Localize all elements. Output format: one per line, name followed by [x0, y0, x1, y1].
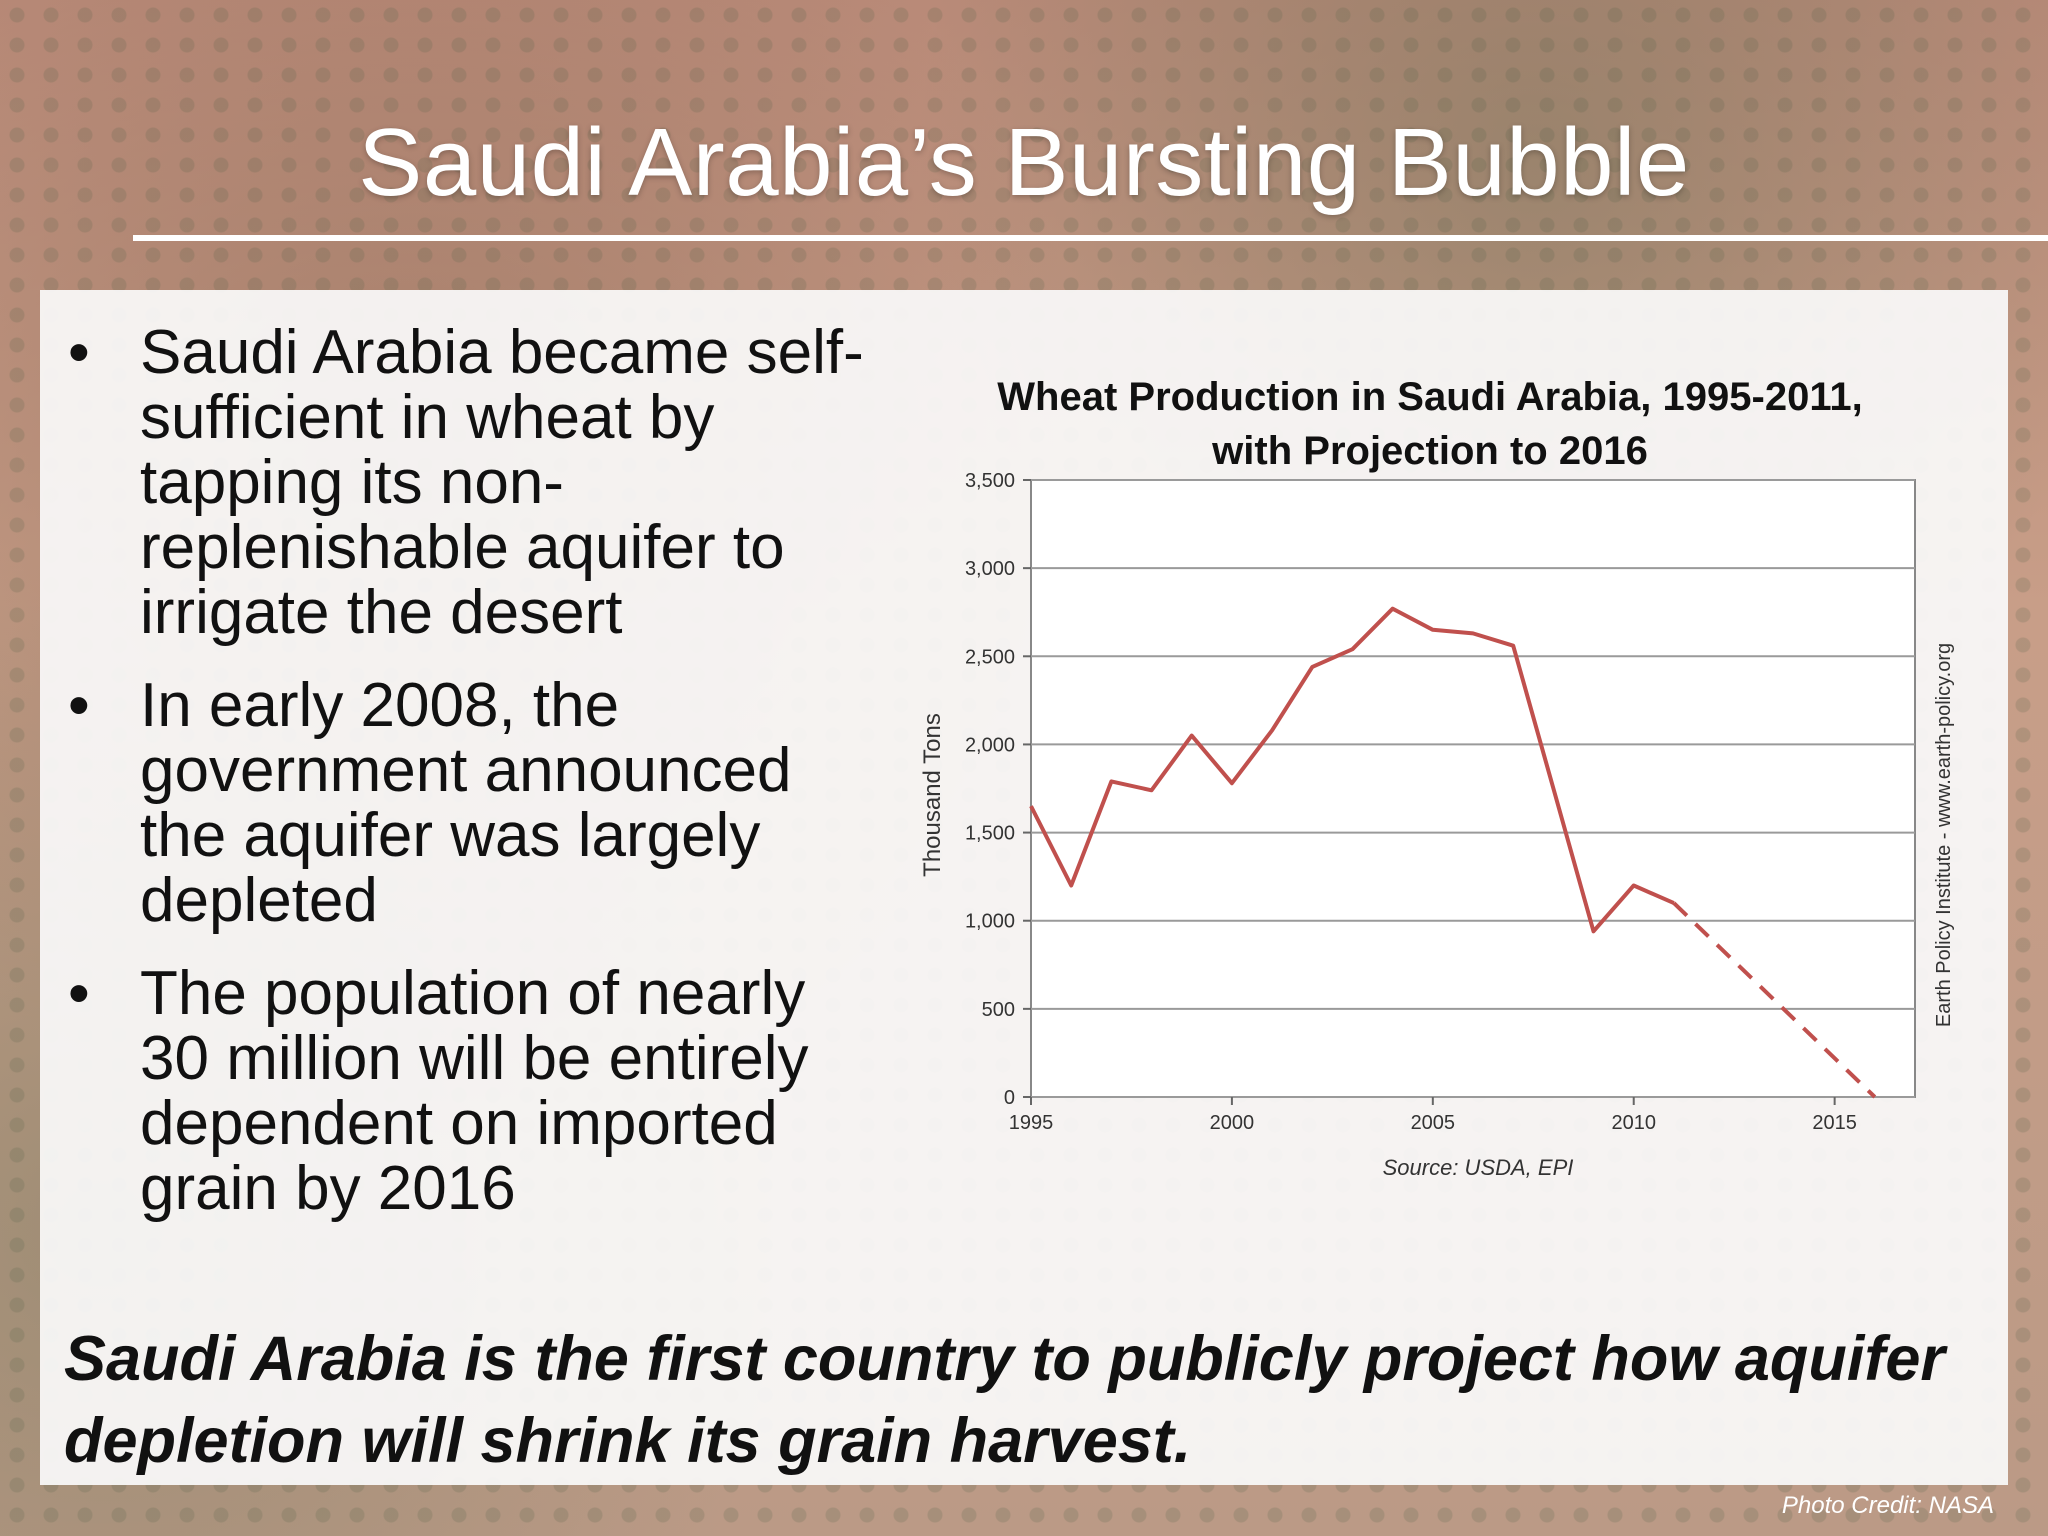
chart-series — [1029, 606, 1877, 1099]
bullet-marker: • — [68, 318, 90, 387]
wheat-production-chart: 0 500 1,000 1,500 2,000 2,500 3,000 3,500 1995 2… — [919, 470, 1955, 1180]
bullet-text: In early 2008, the government announced … — [140, 671, 792, 935]
y-tick-label: 2,500 — [965, 646, 1015, 668]
bullet-marker: • — [68, 959, 90, 1028]
bullet-list: • Saudi Arabia became self-sufficient in… — [60, 320, 880, 1249]
title-underline — [133, 235, 2048, 241]
chart-source: Source: USDA, EPI — [1383, 1155, 1574, 1180]
bullet-item: • Saudi Arabia became self-sufficient in… — [60, 320, 880, 645]
x-axis-ticks: 1995 2000 2005 2010 2015 — [1009, 1097, 1857, 1134]
x-tick-label: 2015 — [1812, 1112, 1857, 1134]
chart-grid — [1030, 479, 1916, 1098]
bullet-text: Saudi Arabia became self-sufficient in w… — [140, 318, 864, 647]
x-tick-label: 2000 — [1210, 1112, 1255, 1134]
photo-credit: Photo Credit: NASA — [1781, 1492, 1994, 1519]
bullet-item: • The population of nearly 30 million wi… — [60, 961, 880, 1221]
bullet-text: The population of nearly 30 million will… — [140, 959, 809, 1223]
x-tick-label: 1995 — [1009, 1112, 1054, 1134]
chart-side-label: Earth Policy Institute - www.earth-polic… — [1933, 643, 1955, 1027]
y-tick-label: 1,000 — [965, 911, 1015, 933]
plot-area — [1030, 479, 1916, 1098]
footnote-statement: Saudi Arabia is the first country to pub… — [64, 1324, 1945, 1476]
y-tick-label: 3,500 — [965, 470, 1015, 492]
chart-title: Wheat Production in Saudi Arabia, 1995-2… — [997, 375, 1863, 473]
projection-line — [1672, 901, 1877, 1099]
bullet-item: • In early 2008, the government announce… — [60, 673, 880, 933]
y-tick-label: 2,000 — [965, 734, 1015, 756]
y-tick-label: 500 — [982, 999, 1015, 1021]
bullet-marker: • — [68, 671, 90, 740]
y-tick-label: 0 — [1004, 1087, 1015, 1109]
y-axis-ticks: 0 500 1,000 1,500 2,000 2,500 3,000 3,500 — [965, 470, 1031, 1109]
y-tick-label: 1,500 — [965, 823, 1015, 845]
slide-title: Saudi Arabia’s Bursting Bubble — [358, 109, 1690, 216]
y-tick-label: 3,000 — [965, 558, 1015, 580]
y-axis-label: Thousand Tons — [919, 713, 946, 877]
x-tick-label: 2005 — [1411, 1112, 1456, 1134]
x-tick-label: 2010 — [1611, 1112, 1656, 1134]
